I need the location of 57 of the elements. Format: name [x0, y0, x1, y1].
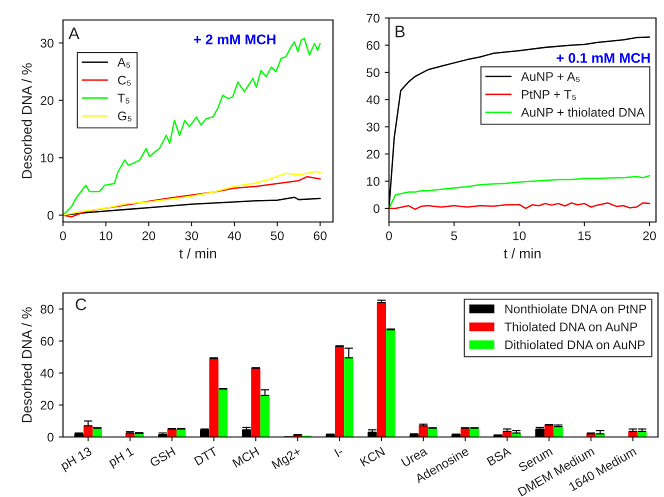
y-tick-label: 40: [366, 95, 380, 104]
y-tick-label: 60: [40, 336, 54, 346]
legend-label: AuNP + A₅: [520, 72, 580, 82]
y-axis-title: Desorbed DNA / %: [22, 63, 32, 178]
legend-label: G₅: [118, 112, 132, 122]
x-tick-label: Mg2+: [271, 446, 303, 472]
x-tick-label: pH 13: [60, 446, 94, 472]
x-tick-label: 30: [185, 231, 198, 240]
y-tick-label: 20: [40, 400, 54, 410]
y-tick-label: 70: [366, 14, 380, 23]
x-tick-label: 0: [60, 231, 66, 240]
annotation: + 2 mM MCH: [194, 34, 276, 44]
y-tick-label: 50: [366, 68, 380, 78]
y-tick-label: 30: [40, 38, 54, 48]
legend-label: Dithiolated DNA on AuNP: [505, 340, 645, 350]
x-tick-label: KCN: [360, 446, 386, 467]
x-axis-title: t / min: [504, 248, 541, 258]
y-axis-title: Desorbed DNA / %: [22, 307, 32, 422]
y-tick-label: 80: [40, 304, 54, 314]
x-tick-label: 50: [270, 231, 284, 240]
y-tick-label: 30: [366, 122, 380, 132]
x-tick-label: DTT: [194, 446, 218, 466]
legend-label: T₅: [118, 94, 130, 104]
y-tick-label: 20: [40, 96, 54, 105]
y-tick-label: 0: [48, 210, 54, 220]
x-tick-label: I-: [334, 446, 344, 458]
legend-label: PtNP + T₅: [522, 90, 576, 100]
x-tick-label: 20: [643, 231, 656, 240]
x-tick-label: GSH: [149, 446, 176, 468]
x-tick-label: 20: [142, 231, 156, 240]
x-tick-label: 0: [386, 231, 392, 240]
x-tick-label: 60: [314, 231, 327, 240]
y-tick-label: 0: [48, 432, 54, 442]
legend-label: Nonthiolate DNA on PtNP: [505, 304, 646, 314]
y-tick-label: 60: [366, 41, 380, 50]
annotation: A: [68, 28, 80, 40]
y-tick-label: 40: [40, 368, 54, 378]
legend-label: A₅: [117, 58, 130, 68]
x-tick-label: 15: [578, 231, 591, 240]
annotation: B: [396, 26, 405, 38]
x-axis-title: t / min: [179, 248, 216, 258]
legend-label: C₅: [118, 76, 131, 86]
x-tick-label: 10: [513, 231, 526, 240]
x-tick-label: MCH: [232, 446, 260, 468]
annotation: + 0.1 mM MCH: [556, 53, 650, 63]
y-tick-label: 10: [41, 154, 54, 162]
annotation: C: [76, 298, 86, 310]
x-tick-label: BSA: [486, 446, 512, 466]
y-tick-label: 10: [367, 177, 380, 186]
x-tick-label: 5: [451, 231, 458, 240]
x-tick-label: 10: [100, 231, 112, 240]
y-tick-label: 0: [374, 204, 380, 214]
legend-label: Thiolated DNA on AuNP: [504, 322, 638, 332]
x-tick-label: 40: [228, 231, 241, 240]
y-tick-label: 20: [366, 150, 380, 159]
legend-label: AuNP + thiolated DNA: [520, 108, 645, 117]
x-tick-label: pH 1: [108, 446, 136, 469]
